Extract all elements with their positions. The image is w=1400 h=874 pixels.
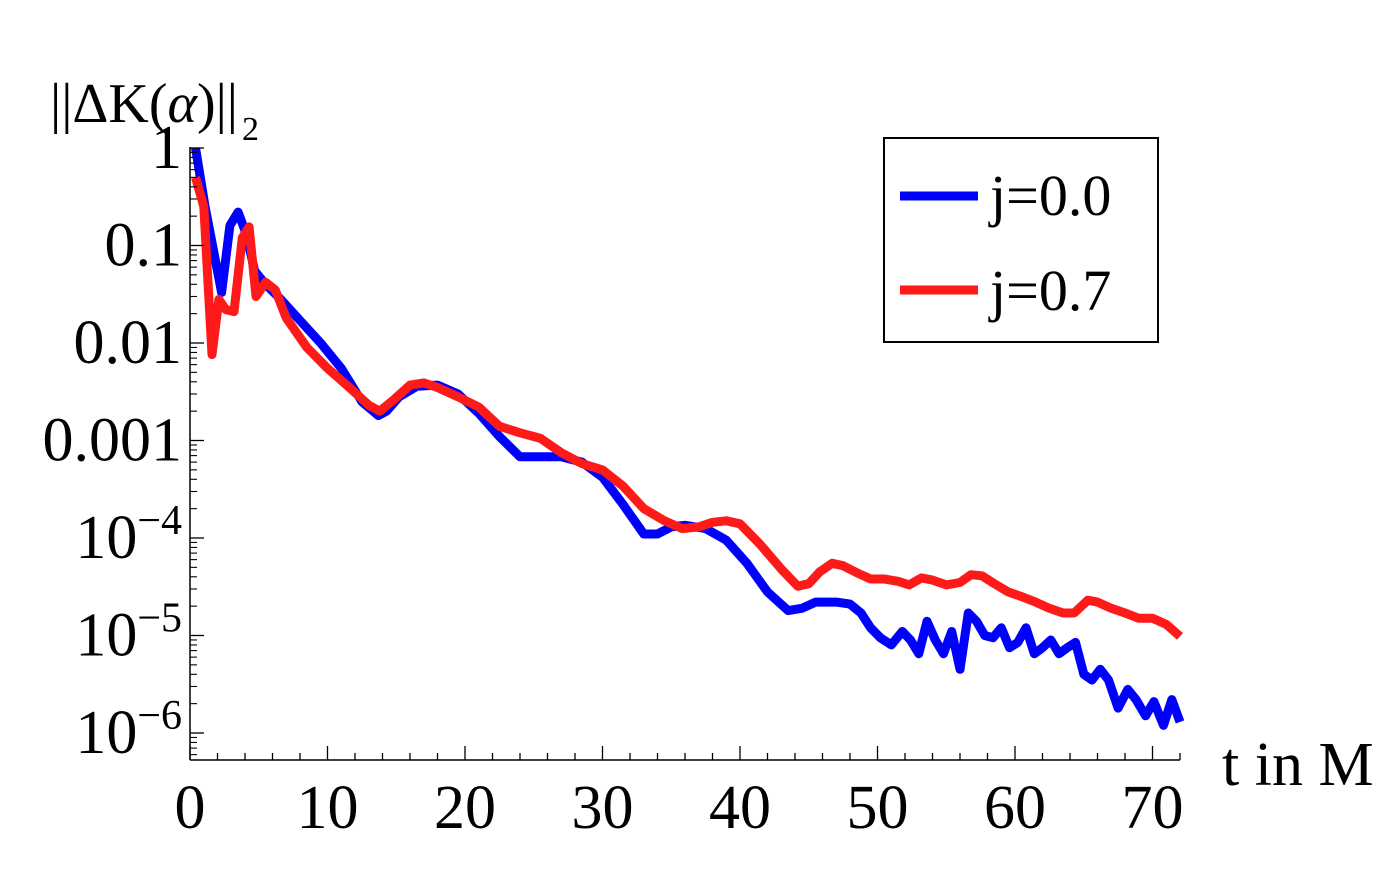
x-tick-label: 10 [297, 774, 359, 842]
x-tick-marks [189, 746, 1181, 760]
y-tick-label: 0.01 [74, 309, 183, 377]
y-axis-title: ||ΔK(α)|| 2 [50, 73, 259, 148]
y-tick-label: 1 [151, 114, 182, 182]
x-axis-title: t in M [1222, 731, 1374, 799]
y-tick-marks [190, 147, 204, 756]
legend-label-j07: j=0.7 [988, 258, 1111, 323]
y-axis-title-suffix: )|| [197, 73, 238, 135]
legend: j=0.0 j=0.7 [883, 137, 1159, 343]
plot-lines [191, 147, 1185, 730]
y-axis-title-alpha: α [168, 73, 199, 135]
x-tick-label: 70 [1122, 774, 1184, 842]
y-tick-label: 10−6 [75, 693, 182, 767]
y-tick-label: 10−4 [75, 498, 182, 572]
y-tick-label: 0.1 [105, 212, 183, 280]
x-tick-labels: 0 10 20 30 40 50 60 70 [175, 774, 1184, 842]
legend-box [883, 137, 1159, 343]
y-tick-labels: 1 0.1 0.01 0.001 10−4 10−5 10−6 [43, 114, 183, 767]
x-tick-label: 50 [847, 774, 909, 842]
x-tick-label: 20 [434, 774, 496, 842]
x-tick-label: 30 [572, 774, 634, 842]
x-tick-label: 0 [175, 774, 206, 842]
y-axis-title-subscript: 2 [242, 111, 259, 148]
x-tick-label: 40 [709, 774, 771, 842]
x-tick-label: 60 [984, 774, 1046, 842]
series-line-j07 [191, 176, 1183, 640]
svg-text:||ΔK(α)||2: ||ΔK(α)|| 2 [50, 73, 259, 148]
y-axis-title-prefix: ||ΔK( [50, 73, 168, 135]
y-tick-label: 10−5 [75, 596, 182, 670]
y-tick-label: 0.001 [43, 407, 183, 475]
legend-label-j00: j=0.0 [988, 163, 1111, 228]
